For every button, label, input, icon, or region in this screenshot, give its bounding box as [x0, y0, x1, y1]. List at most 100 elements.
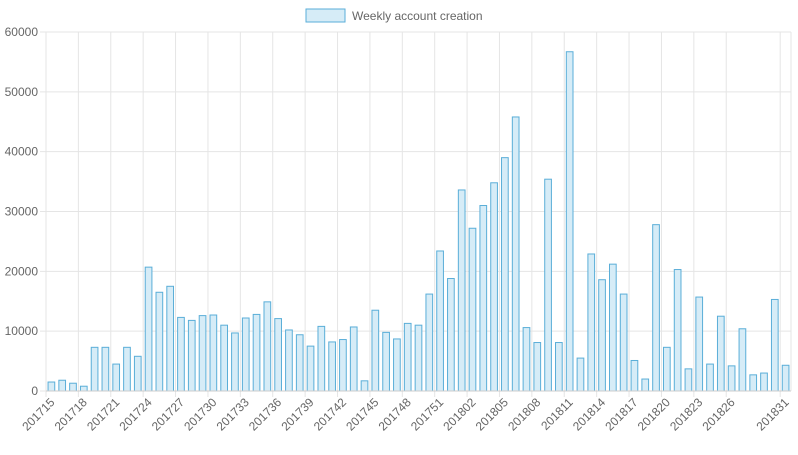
bar-201822[interactable]	[684, 368, 693, 392]
bar-201803[interactable]	[479, 205, 488, 392]
bar-201740[interactable]	[317, 325, 326, 392]
bar-201806[interactable]	[511, 116, 520, 392]
x-tick-label: 201721	[84, 395, 122, 433]
bar-201804[interactable]	[490, 182, 498, 392]
bar-201718[interactable]	[79, 385, 88, 392]
bar-201831[interactable]	[781, 364, 790, 392]
bar-201818[interactable]	[641, 378, 650, 392]
bar-201820[interactable]	[662, 346, 671, 392]
bar-201819[interactable]	[652, 224, 660, 392]
bar-201738[interactable]	[295, 334, 304, 392]
bar-201731[interactable]	[220, 324, 228, 392]
bar-201825[interactable]	[716, 315, 725, 392]
bar-201721[interactable]	[112, 363, 121, 392]
bar-201821[interactable]	[673, 269, 682, 392]
x-tick-label: 201724	[116, 395, 154, 433]
y-tick-label: 0	[31, 384, 38, 398]
bar-201730[interactable]	[209, 314, 218, 392]
bar-201823[interactable]	[695, 296, 704, 392]
x-tick-label: 201826	[700, 395, 738, 433]
bar-201743[interactable]	[349, 326, 358, 392]
y-tick-label: 60000	[5, 25, 39, 39]
bar-201742[interactable]	[339, 339, 347, 392]
bar-201811[interactable]	[565, 51, 574, 392]
bar-201815[interactable]	[609, 263, 617, 392]
gridlines	[40, 31, 792, 397]
x-tick-label: 201831	[754, 395, 792, 433]
y-tick-label: 50000	[5, 85, 39, 99]
legend[interactable]: Weekly account creation	[305, 8, 483, 23]
bar-201812[interactable]	[576, 357, 585, 392]
bar-201828[interactable]	[749, 374, 758, 392]
x-tick-label: 201823	[667, 395, 705, 433]
bar-201729[interactable]	[198, 315, 207, 392]
bar-201808[interactable]	[533, 342, 542, 392]
x-tick-label: 201715	[19, 395, 57, 433]
legend-label: Weekly account creation	[352, 9, 483, 23]
bar-201722[interactable]	[123, 346, 131, 392]
bar-201745[interactable]	[371, 309, 380, 392]
bar-201809[interactable]	[544, 178, 552, 392]
bar-201748[interactable]	[403, 322, 412, 392]
bar-201829[interactable]	[760, 372, 768, 392]
bar-201813[interactable]	[587, 253, 596, 392]
bar-201717[interactable]	[69, 382, 77, 392]
bar-201749[interactable]	[414, 324, 423, 392]
bar-201728[interactable]	[187, 319, 196, 392]
bar-201810[interactable]	[555, 342, 563, 392]
bar-201737[interactable]	[285, 329, 293, 392]
x-tick-label: 201730	[181, 395, 219, 433]
legend-swatch	[305, 8, 346, 23]
bar-201751[interactable]	[436, 250, 444, 392]
y-tick-label: 40000	[5, 145, 39, 159]
y-tick-label: 30000	[5, 205, 39, 219]
x-tick-label: 201805	[473, 395, 511, 433]
x-tick-label: 201814	[570, 395, 608, 433]
bar-201720[interactable]	[101, 346, 110, 392]
bar-201827[interactable]	[738, 328, 747, 392]
bar-201747[interactable]	[393, 338, 401, 392]
y-tick-label: 10000	[5, 324, 39, 338]
bar-201802[interactable]	[468, 227, 477, 392]
bar-201733[interactable]	[241, 317, 250, 392]
bar-201824[interactable]	[706, 363, 714, 392]
x-tick-label: 201733	[214, 395, 252, 433]
x-tick-label: 201808	[505, 395, 543, 433]
bar-201741[interactable]	[328, 341, 336, 392]
bar-201723[interactable]	[133, 355, 142, 392]
bar-201727[interactable]	[177, 316, 185, 392]
bar-201734[interactable]	[252, 313, 261, 392]
bar-201732[interactable]	[231, 332, 239, 392]
bar-201719[interactable]	[90, 346, 99, 392]
bars	[47, 51, 790, 392]
bar-201750[interactable]	[425, 293, 434, 392]
bar-201807[interactable]	[522, 327, 531, 392]
x-tick-label: 201811	[538, 395, 576, 433]
bar-201816[interactable]	[619, 293, 628, 392]
bar-201746[interactable]	[382, 331, 390, 392]
bar-201725[interactable]	[155, 291, 164, 392]
bar-201744[interactable]	[360, 380, 369, 392]
bar-201739[interactable]	[306, 345, 315, 392]
bar-201805[interactable]	[501, 157, 509, 392]
bar-201736[interactable]	[274, 318, 282, 392]
bar-201817[interactable]	[630, 359, 639, 392]
bar-201801[interactable]	[457, 189, 466, 392]
bar-201724[interactable]	[144, 266, 153, 392]
x-tick-label: 201727	[149, 395, 187, 433]
bar-201830[interactable]	[770, 298, 779, 392]
bar-201726[interactable]	[166, 285, 175, 392]
bar-201715[interactable]	[47, 381, 56, 392]
x-tick-label: 201751	[408, 395, 446, 433]
bar-201716[interactable]	[58, 379, 67, 392]
bar-201752[interactable]	[447, 278, 455, 392]
bar-201814[interactable]	[598, 279, 606, 392]
y-tick-label: 20000	[5, 264, 39, 278]
x-tick-label: 201736	[246, 395, 284, 433]
bar-201826[interactable]	[727, 365, 736, 392]
x-tick-label: 201739	[278, 395, 316, 433]
bar-201735[interactable]	[263, 301, 272, 392]
x-tick-label: 201745	[343, 395, 381, 433]
